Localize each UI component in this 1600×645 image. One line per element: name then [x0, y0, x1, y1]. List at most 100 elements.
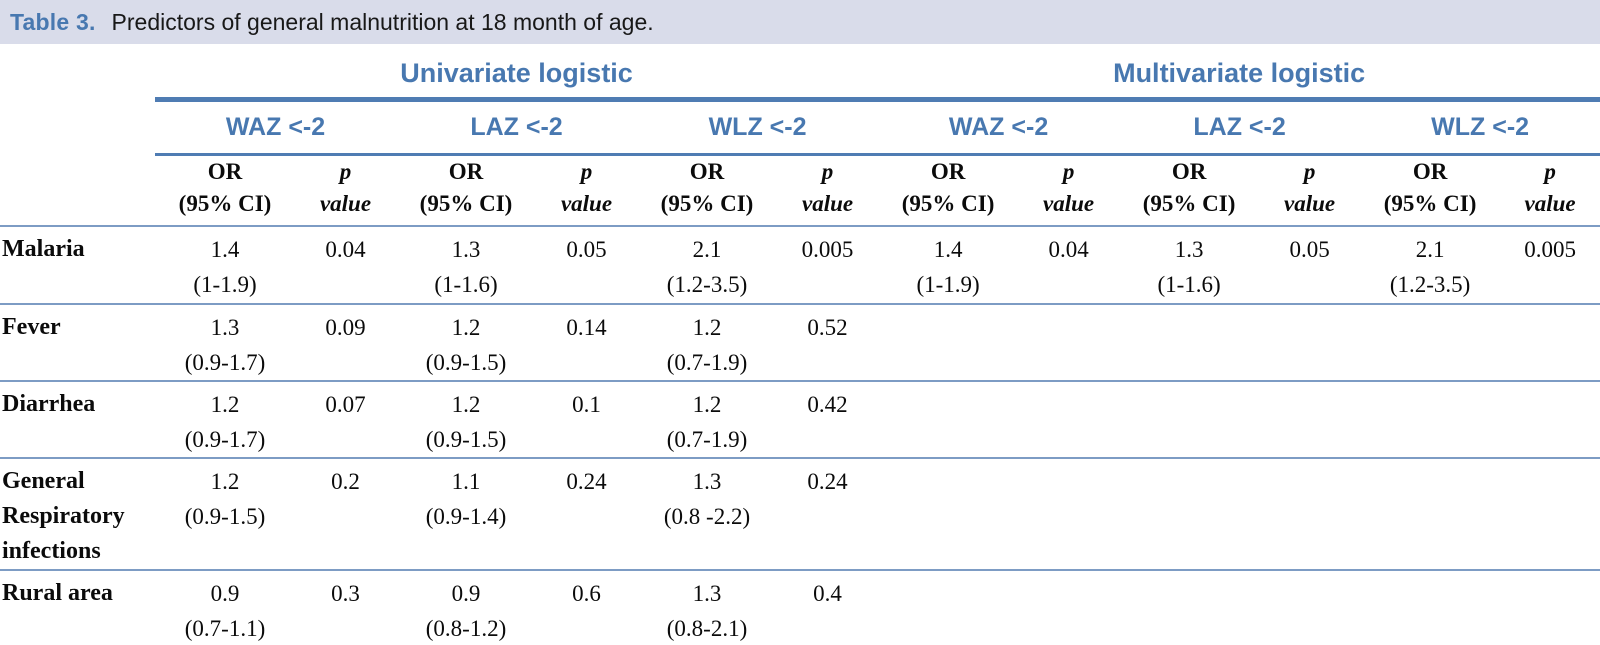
row-label: Fever	[0, 304, 155, 382]
p-value: 0.05	[566, 237, 607, 262]
p-value: 0.4	[813, 581, 842, 606]
p-value-header: p value	[295, 154, 396, 227]
row-label: Rural area	[0, 570, 155, 645]
p-header-line2: value	[319, 191, 372, 217]
ci-value: (0.8-1.2)	[425, 616, 507, 641]
or-header-line1: OR	[1171, 159, 1207, 185]
or-value: 1.4	[933, 237, 963, 262]
ci-value: (0.9-1.4)	[425, 504, 507, 529]
p-value-cell: 0.6	[536, 570, 637, 645]
p-value: 0.09	[325, 315, 366, 340]
p-value-header: p value	[1018, 154, 1120, 227]
or-header-line1: OR	[930, 159, 966, 185]
measure-header-laz-uni: LAZ <-2	[396, 99, 637, 156]
or-header-line2: (95% CI)	[419, 191, 513, 217]
group-header-row: Univariate logistic Multivariate logisti…	[0, 44, 1600, 102]
or-value: 0.9	[451, 581, 481, 606]
or-ci-header: OR (95% CI)	[396, 154, 536, 227]
p-value-cell: 0.1	[536, 381, 637, 459]
row-label: General Respiratory infections	[0, 458, 155, 571]
p-value-cell	[1259, 458, 1361, 571]
p-header-line2: value	[1284, 191, 1336, 217]
p-header-line2: value	[560, 191, 613, 217]
row-label: Malaria	[0, 226, 155, 305]
or-header-line1: OR	[1412, 159, 1448, 185]
or-ci-cell	[878, 381, 1019, 459]
or-header-line2: (95% CI)	[1142, 191, 1236, 217]
or-ci-cell: 1.2 (0.9-1.7)	[155, 381, 295, 459]
ci-value: (0.8 -2.2)	[663, 504, 751, 529]
or-ci-header: OR (95% CI)	[1119, 154, 1260, 227]
or-ci-cell: 1.2 (0.9-1.5)	[396, 381, 536, 459]
or-ci-cell	[1360, 458, 1501, 571]
or-ci-header: OR (95% CI)	[1360, 154, 1501, 227]
or-header-line1: OR	[448, 159, 484, 185]
p-value-cell	[1259, 570, 1361, 645]
or-ci-cell: 1.2 (0.7-1.9)	[637, 304, 777, 382]
p-header-line2: value	[1524, 191, 1576, 217]
or-ci-cell: 1.3 (0.9-1.7)	[155, 304, 295, 382]
or-ci-cell	[1360, 381, 1501, 459]
p-value: 0.6	[572, 581, 601, 606]
ci-value: (1-1.6)	[434, 272, 498, 297]
table-row: General Respiratory infections 1.2 (0.9-1.…	[0, 458, 1600, 571]
p-value-cell	[1500, 381, 1600, 459]
or-ci-cell: 1.1 (0.9-1.4)	[396, 458, 536, 571]
measure-header-wlz-uni: WLZ <-2	[637, 99, 879, 156]
p-value-cell	[1259, 304, 1361, 382]
p-value-header: p value	[1259, 154, 1361, 227]
table-caption-bar: Table 3. Predictors of general malnutrit…	[0, 0, 1600, 44]
p-header-line1: p	[821, 159, 834, 185]
row-label: Diarrhea	[0, 381, 155, 459]
p-value-cell	[1018, 570, 1120, 645]
or-ci-header: OR (95% CI)	[878, 154, 1019, 227]
ci-value: (0.7-1.9)	[666, 350, 748, 375]
or-value: 1.3	[210, 315, 240, 340]
p-value: 0.24	[807, 469, 848, 494]
p-value-cell: 0.04	[1018, 226, 1120, 305]
or-value: 1.2	[210, 392, 240, 417]
p-value: 0.04	[1048, 237, 1089, 262]
ci-value: (0.7-1.1)	[184, 616, 266, 641]
or-ci-cell	[878, 458, 1019, 571]
p-value-cell: 0.3	[295, 570, 396, 645]
or-ci-header: OR (95% CI)	[155, 154, 295, 227]
or-value: 1.3	[451, 237, 481, 262]
corner-cell	[0, 99, 155, 154]
or-value: 1.1	[451, 469, 481, 494]
p-value: 0.005	[1524, 237, 1576, 262]
corner-cell	[0, 44, 155, 99]
p-header-line1: p	[339, 159, 352, 185]
p-value-cell: 0.42	[777, 381, 879, 459]
p-value: 0.1	[572, 392, 601, 417]
p-value-cell: 0.2	[295, 458, 396, 571]
corner-cell	[0, 154, 155, 227]
or-ci-cell: 1.2 (0.7-1.9)	[637, 381, 777, 459]
or-value: 1.4	[210, 237, 240, 262]
p-value-header: p value	[777, 154, 879, 227]
or-header-line2: (95% CI)	[1383, 191, 1477, 217]
or-ci-cell	[878, 304, 1019, 382]
p-value-cell	[1018, 304, 1120, 382]
p-header-line1: p	[1062, 159, 1075, 185]
p-value-cell	[1259, 381, 1361, 459]
p-value-cell: 0.005	[1500, 226, 1600, 305]
or-ci-cell: 1.3 (1-1.6)	[1119, 226, 1260, 305]
p-header-line1: p	[1544, 159, 1556, 185]
measure-header-waz-multi: WAZ <-2	[878, 99, 1120, 156]
or-value: 0.9	[210, 581, 240, 606]
or-ci-cell	[1360, 304, 1501, 382]
p-value-cell: 0.07	[295, 381, 396, 459]
ci-value: (1-1.9)	[193, 272, 257, 297]
p-header-line1: p	[1303, 159, 1316, 185]
or-header-line2: (95% CI)	[901, 191, 995, 217]
or-ci-cell	[1119, 458, 1260, 571]
or-ci-cell: 2.1 (1.2-3.5)	[637, 226, 777, 305]
or-value: 1.3	[692, 581, 722, 606]
p-value: 0.14	[566, 315, 607, 340]
or-ci-cell: 0.9 (0.8-1.2)	[396, 570, 536, 645]
p-value-cell: 0.05	[536, 226, 637, 305]
p-value: 0.3	[331, 581, 360, 606]
measure-header-laz-multi: LAZ <-2	[1119, 99, 1361, 156]
